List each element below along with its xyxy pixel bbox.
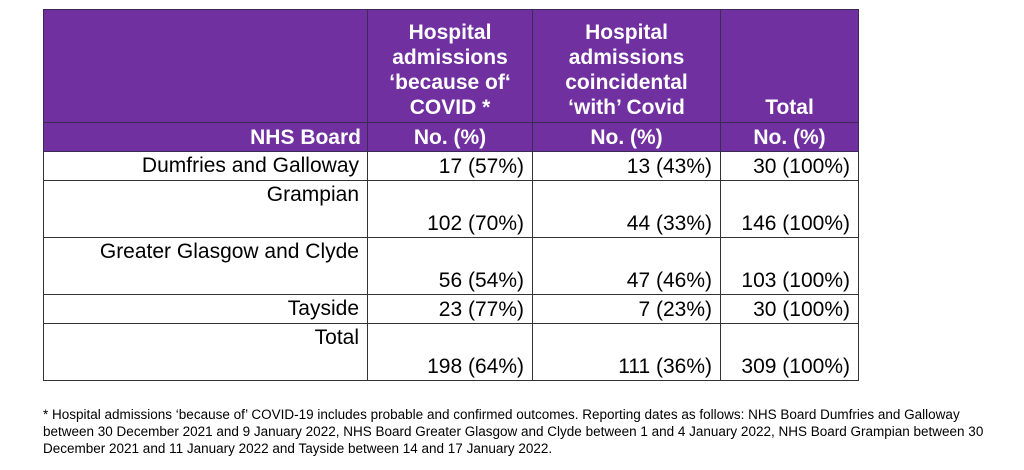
- total-value: 30 (100%): [720, 151, 859, 181]
- board-name: Dumfries and Galloway: [43, 151, 368, 181]
- header-row-titles: Hospital admissions ‘because of‘ COVID *…: [43, 9, 859, 123]
- header-nhs-board: NHS Board: [43, 122, 368, 152]
- total-value: 146 (100%): [720, 180, 859, 238]
- header-with-covid: Hospital admissions coincidental ‘with’ …: [532, 9, 721, 123]
- table-row: Tayside 23 (77%) 7 (23%) 30 (100%): [43, 294, 859, 324]
- because-value: 17 (57%): [367, 151, 533, 181]
- with-value: 111 (36%): [532, 323, 721, 381]
- total-value: 309 (100%): [720, 323, 859, 381]
- board-name: Grampian: [43, 180, 368, 238]
- table-row: Grampian 102 (70%) 44 (33%) 146 (100%): [43, 180, 859, 238]
- because-value: 23 (77%): [367, 294, 533, 324]
- header-because-of-covid: Hospital admissions ‘because of‘ COVID *: [367, 9, 533, 123]
- because-value: 56 (54%): [367, 237, 533, 295]
- table-row-total: Total 198 (64%) 111 (36%) 309 (100%): [43, 323, 859, 381]
- because-value: 102 (70%): [367, 180, 533, 238]
- because-value: 198 (64%): [367, 323, 533, 381]
- with-value: 13 (43%): [532, 151, 721, 181]
- with-value: 7 (23%): [532, 294, 721, 324]
- with-value: 44 (33%): [532, 180, 721, 238]
- header-total: Total: [720, 9, 859, 123]
- footnote: * Hospital admissions ‘because of’ COVID…: [43, 407, 984, 456]
- header-unit-because: No. (%): [367, 122, 533, 152]
- board-name: Tayside: [43, 294, 368, 324]
- board-name: Total: [43, 323, 368, 381]
- header-unit-with: No. (%): [532, 122, 721, 152]
- table-row: Greater Glasgow and Clyde 56 (54%) 47 (4…: [43, 237, 859, 295]
- admissions-table: Hospital admissions ‘because of‘ COVID *…: [43, 9, 859, 381]
- with-value: 47 (46%): [532, 237, 721, 295]
- total-value: 103 (100%): [720, 237, 859, 295]
- board-name: Greater Glasgow and Clyde: [43, 237, 368, 295]
- header-unit-total: No. (%): [720, 122, 859, 152]
- header-row-units: NHS Board No. (%) No. (%) No. (%): [43, 122, 859, 152]
- table-row: Dumfries and Galloway 17 (57%) 13 (43%) …: [43, 151, 859, 181]
- total-value: 30 (100%): [720, 294, 859, 324]
- header-empty-cell: [43, 9, 368, 123]
